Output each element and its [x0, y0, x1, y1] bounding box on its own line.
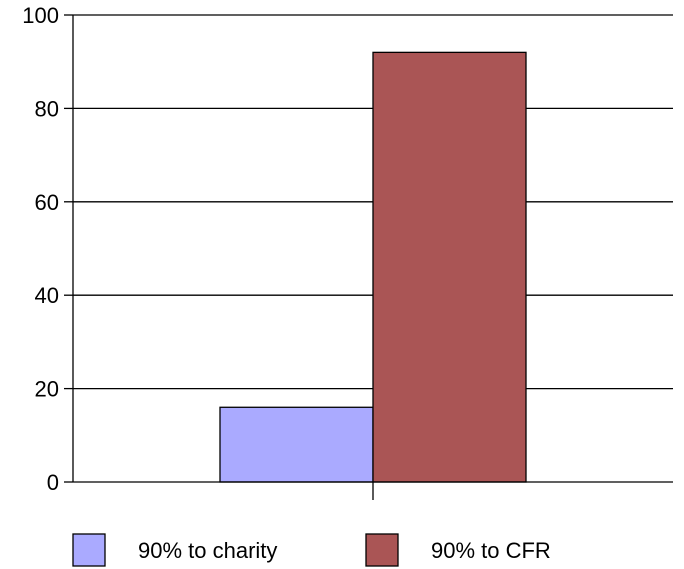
legend-label: 90% to charity: [138, 538, 277, 563]
legend: 90% to charity 90% to CFR: [72, 533, 551, 567]
y-tick-label: 20: [35, 377, 59, 402]
bar-cfr: [372, 51, 527, 483]
y-tick-label: 100: [22, 3, 59, 28]
axes: [64, 14, 673, 500]
legend-swatch: [72, 533, 106, 567]
y-tick-label: 80: [35, 96, 59, 121]
bars: [219, 51, 527, 483]
legend-label: 90% to CFR: [431, 538, 551, 563]
y-tick-labels: 0 20 40 60 80 100: [22, 3, 59, 495]
y-tick-label: 0: [47, 470, 59, 495]
y-tick-label: 60: [35, 190, 59, 215]
y-tick-label: 40: [35, 283, 59, 308]
bar-charity: [219, 406, 374, 483]
legend-swatch: [365, 533, 399, 567]
